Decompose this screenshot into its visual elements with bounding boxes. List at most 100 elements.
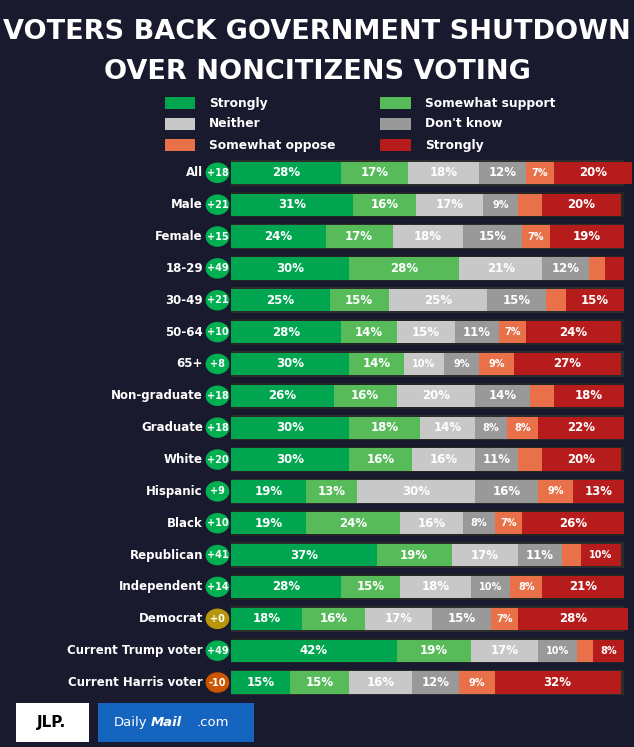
Text: 21%: 21% (487, 262, 515, 275)
Text: 9%: 9% (493, 199, 509, 210)
Bar (231, 606, 624, 631)
Text: 22%: 22% (567, 421, 595, 434)
Text: 16%: 16% (371, 198, 399, 211)
Bar (507, 417, 538, 438)
Text: 18%: 18% (253, 613, 281, 625)
Text: 15%: 15% (357, 580, 385, 593)
Text: 8%: 8% (600, 645, 617, 656)
Bar (231, 226, 326, 248)
Bar (530, 385, 553, 407)
Bar (519, 607, 628, 630)
Bar (479, 161, 526, 184)
Bar (471, 576, 510, 598)
Text: 28%: 28% (559, 613, 588, 625)
Text: 14%: 14% (434, 421, 462, 434)
Text: 30%: 30% (276, 421, 304, 434)
Text: 24%: 24% (559, 326, 588, 338)
Text: +10: +10 (207, 518, 228, 528)
Bar (605, 257, 624, 279)
Text: 26%: 26% (559, 517, 588, 530)
Bar (538, 417, 624, 438)
Text: Hispanic: Hispanic (146, 485, 203, 498)
Text: 28%: 28% (273, 326, 301, 338)
Text: VOTERS BACK GOVERNMENT SHUTDOWN: VOTERS BACK GOVERNMENT SHUTDOWN (3, 19, 631, 45)
Bar (231, 670, 624, 695)
Bar (231, 447, 624, 472)
Bar (98, 704, 254, 743)
Circle shape (206, 227, 229, 246)
Bar (510, 576, 542, 598)
Text: 14%: 14% (355, 326, 383, 338)
Text: 18%: 18% (422, 580, 450, 593)
Bar (526, 321, 621, 343)
Bar (349, 672, 412, 694)
Text: 20%: 20% (567, 198, 595, 211)
Circle shape (206, 291, 229, 310)
Text: 12%: 12% (489, 167, 517, 179)
Text: Don't know: Don't know (425, 117, 502, 131)
Text: 10%: 10% (589, 550, 612, 560)
Bar (380, 139, 411, 152)
Text: 16%: 16% (320, 613, 347, 625)
Text: +0: +0 (210, 614, 225, 624)
Circle shape (206, 482, 229, 501)
Text: 11%: 11% (526, 548, 554, 562)
Bar (330, 289, 389, 311)
Text: 9%: 9% (488, 359, 505, 369)
Text: 15%: 15% (247, 676, 275, 689)
Bar (401, 512, 463, 534)
Circle shape (206, 641, 229, 660)
Bar (396, 639, 471, 662)
Text: All: All (186, 167, 203, 179)
Text: 31%: 31% (278, 198, 306, 211)
Bar (231, 672, 290, 694)
Text: +21: +21 (207, 295, 228, 306)
Bar (542, 257, 589, 279)
Text: 7%: 7% (527, 232, 545, 241)
Text: 20%: 20% (579, 167, 607, 179)
Text: 18%: 18% (575, 389, 603, 403)
Text: 17%: 17% (491, 644, 519, 657)
Circle shape (206, 354, 229, 374)
Bar (589, 257, 605, 279)
Bar (463, 512, 495, 534)
Bar (380, 97, 411, 110)
Text: 16%: 16% (493, 485, 521, 498)
Bar (231, 161, 342, 184)
Bar (231, 289, 330, 311)
Text: 7%: 7% (504, 327, 521, 337)
Text: Democrat: Democrat (138, 613, 203, 625)
Bar (542, 576, 624, 598)
Text: 16%: 16% (351, 389, 379, 403)
Bar (357, 480, 475, 503)
Bar (460, 257, 542, 279)
Text: 24%: 24% (264, 230, 293, 243)
Bar (342, 321, 396, 343)
Bar (553, 161, 632, 184)
Text: +8: +8 (210, 359, 225, 369)
Bar (231, 576, 342, 598)
Text: Non-graduate: Non-graduate (111, 389, 203, 403)
Bar (389, 289, 487, 311)
Text: 8%: 8% (470, 518, 488, 528)
Bar (455, 321, 499, 343)
Bar (326, 226, 392, 248)
Bar (491, 607, 519, 630)
Text: Strongly: Strongly (425, 139, 483, 152)
Bar (377, 544, 451, 566)
Text: 18%: 18% (371, 421, 399, 434)
Text: 28%: 28% (391, 262, 418, 275)
Bar (499, 321, 526, 343)
Bar (342, 576, 401, 598)
Circle shape (206, 514, 229, 533)
Text: 7%: 7% (500, 518, 517, 528)
Text: 16%: 16% (366, 453, 395, 466)
Text: 20%: 20% (422, 389, 450, 403)
Bar (231, 542, 624, 568)
Bar (479, 353, 514, 375)
Bar (231, 544, 377, 566)
Text: White: White (164, 453, 203, 466)
Bar (231, 385, 333, 407)
Text: 9%: 9% (453, 359, 470, 369)
Circle shape (206, 418, 229, 437)
